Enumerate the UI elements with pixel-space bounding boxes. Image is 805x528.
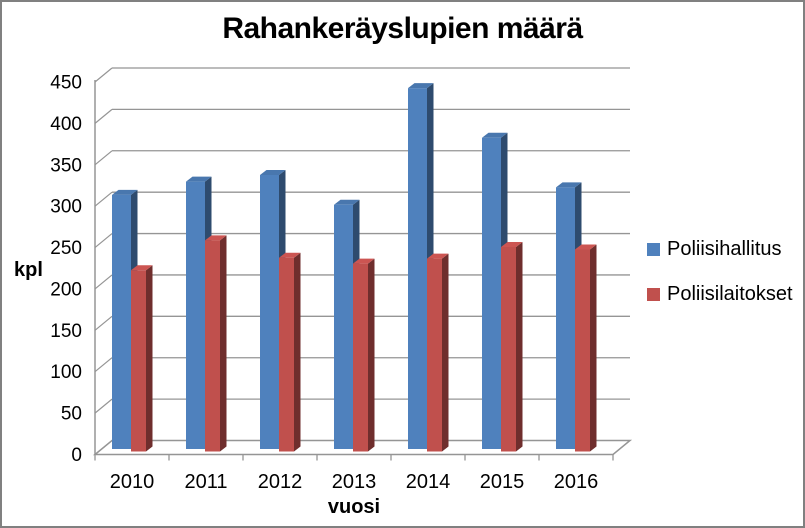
- bar-side-face: [220, 235, 227, 452]
- x-tick-label-2013: 2013: [332, 471, 377, 493]
- bar-front-face: [112, 194, 131, 449]
- y-axis-title: kpl: [14, 259, 43, 281]
- chart-legend: Poliisihallitus Poliisilaitokset: [647, 238, 793, 328]
- bar-front-face: [501, 247, 516, 452]
- y-tick-150: [94, 315, 113, 331]
- legend-item-poliisihallitus: Poliisihallitus: [647, 238, 793, 261]
- y-tick-200: [94, 274, 113, 290]
- legend-label: Poliisihallitus: [667, 238, 782, 260]
- bar-front-face: [131, 270, 146, 452]
- bar-poliisilaitokset-2012: [279, 252, 301, 452]
- y-tick-label-200: 200: [50, 279, 82, 300]
- bar-poliisilaitokset-2015: [501, 242, 523, 452]
- bar-poliisilaitokset-2016: [575, 244, 597, 452]
- x-tick-label-2011: 2011: [184, 471, 227, 493]
- y-tick-400: [94, 108, 113, 124]
- bar-top-face: [427, 253, 449, 259]
- bar-top-face: [408, 83, 434, 89]
- bar-front-face: [353, 263, 368, 452]
- bar-top-face: [112, 189, 138, 195]
- bar-poliisilaitokset-2010: [131, 265, 153, 452]
- y-tick-450: [94, 67, 113, 83]
- y-tick-100: [94, 357, 113, 373]
- bar-front-face: [260, 175, 279, 449]
- bar-top-face: [575, 244, 597, 250]
- bar-poliisilaitokset-2013: [353, 258, 375, 452]
- y-tick-label-450: 450: [50, 73, 82, 94]
- bar-front-face: [334, 204, 353, 449]
- x-tick-label-2012: 2012: [258, 471, 303, 493]
- bar-top-face: [501, 242, 523, 248]
- bar-side-face: [368, 258, 375, 452]
- bar-front-face: [575, 249, 590, 452]
- y-tick-250: [94, 233, 113, 249]
- bar-front-face: [482, 137, 501, 449]
- bar-top-face: [334, 199, 360, 205]
- bar-top-face: [556, 182, 582, 188]
- bar-front-face: [556, 187, 575, 449]
- bar-side-face: [516, 242, 523, 452]
- bar-side-face: [442, 253, 449, 452]
- y-tick-350: [94, 150, 113, 166]
- y-tick-label-400: 400: [50, 114, 82, 135]
- x-tick-label-2010: 2010: [110, 471, 155, 493]
- bar-side-face: [146, 265, 153, 452]
- bar-side-face: [294, 252, 301, 452]
- y-tick-label-150: 150: [50, 321, 82, 342]
- y-tick-300: [94, 191, 113, 207]
- chart-floor: [92, 439, 633, 456]
- bar-top-face: [482, 132, 508, 138]
- bar-top-face: [131, 265, 153, 271]
- legend-swatch-blue-icon: [647, 243, 660, 256]
- legend-label: Poliisilaitokset: [667, 283, 793, 305]
- y-tick-50: [94, 398, 113, 414]
- bar-top-face: [353, 258, 375, 264]
- bar-front-face: [205, 240, 220, 452]
- x-axis-title: vuosi: [327, 496, 381, 518]
- y-tick-label-50: 50: [61, 404, 82, 425]
- bar-front-face: [186, 181, 205, 449]
- bar-poliisilaitokset-2014: [427, 253, 449, 452]
- chart-title: Rahankeräyslupien määrä: [222, 12, 583, 45]
- bar-side-face: [590, 244, 597, 452]
- x-tick-label-2016: 2016: [554, 471, 599, 493]
- bar-front-face: [279, 257, 294, 452]
- y-tick-label-250: 250: [50, 238, 82, 259]
- bar-top-face: [279, 252, 301, 258]
- bar-poliisilaitokset-2011: [205, 235, 227, 452]
- x-tick-label-2014: 2014: [406, 471, 451, 493]
- y-tick-label-300: 300: [50, 197, 82, 218]
- bar-top-face: [260, 170, 286, 176]
- legend-swatch-red-icon: [647, 288, 660, 301]
- y-tick-label-100: 100: [50, 362, 82, 383]
- y-tick-label-350: 350: [50, 155, 82, 176]
- bar-front-face: [408, 88, 427, 449]
- x-tick-label-2015: 2015: [480, 471, 525, 493]
- bar-top-face: [205, 235, 227, 241]
- bar-top-face: [186, 176, 212, 182]
- bar-front-face: [427, 258, 442, 452]
- y-tick-label-0: 0: [71, 445, 82, 466]
- legend-item-poliisilaitokset: Poliisilaitokset: [647, 283, 793, 306]
